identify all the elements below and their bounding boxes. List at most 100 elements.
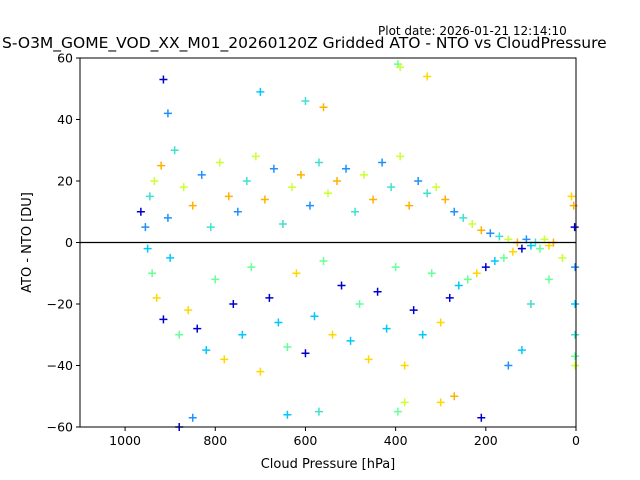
data-point: [490, 256, 499, 265]
data-point: [369, 195, 378, 204]
data-point: [495, 232, 504, 241]
data-point: [378, 158, 387, 167]
data-point: [535, 244, 544, 253]
data-point: [145, 192, 154, 201]
data-point: [508, 247, 517, 256]
data-point: [423, 189, 432, 198]
data-point: [423, 72, 432, 81]
data-point: [517, 346, 526, 355]
data-point: [391, 263, 400, 272]
data-point: [247, 263, 256, 272]
data-point: [450, 207, 459, 216]
data-point: [287, 183, 296, 192]
data-point: [319, 103, 328, 112]
data-point: [305, 201, 314, 210]
x-axis-label: Cloud Pressure [hPa]: [261, 457, 396, 472]
data-point: [166, 253, 175, 262]
data-point: [571, 300, 580, 308]
y-tick-label: 20: [57, 174, 73, 189]
data-point: [346, 336, 355, 345]
data-point: [215, 158, 224, 167]
data-point: [197, 170, 206, 179]
data-point: [571, 361, 580, 370]
data-point: [393, 407, 402, 416]
data-point: [296, 170, 305, 179]
data-point: [364, 355, 373, 364]
data-point: [571, 330, 580, 339]
data-point: [396, 63, 405, 72]
data-point: [405, 201, 414, 210]
data-point: [569, 201, 578, 210]
data-point: [517, 244, 526, 253]
data-point: [152, 293, 161, 302]
data-point: [571, 352, 580, 361]
data-point: [567, 192, 576, 201]
data-point: [324, 189, 332, 198]
data-point: [472, 269, 481, 278]
x-tick-label: 200: [474, 433, 498, 448]
y-tick-label: −20: [47, 297, 73, 312]
data-point: [396, 152, 405, 161]
data-point: [400, 361, 409, 370]
chart-title: S-O3M_GOME_VOD_XX_M01_20260120Z Gridded …: [2, 34, 607, 52]
x-tick-label: 600: [294, 433, 318, 448]
data-point: [229, 300, 238, 308]
x-tick-label: 800: [203, 433, 227, 448]
data-point: [159, 315, 168, 324]
data-point: [450, 392, 459, 401]
data-point: [159, 75, 168, 84]
data-point: [163, 213, 172, 222]
data-point: [526, 300, 535, 308]
data-point: [436, 398, 445, 407]
data-point: [342, 164, 351, 173]
data-point: [477, 226, 486, 235]
data-point: [486, 229, 495, 238]
data-point: [314, 158, 323, 167]
data-point: [148, 269, 157, 278]
x-axis-ticks: 1000 800 600 400 200 0: [109, 427, 580, 448]
data-point: [570, 223, 579, 232]
data-point: [319, 256, 328, 265]
data-point: [499, 253, 508, 262]
y-axis-label: ATO - NTO [DU]: [20, 192, 35, 293]
data-point: [373, 287, 382, 296]
data-point: [360, 170, 369, 179]
y-tick-label: −40: [47, 358, 73, 373]
data-point: [310, 312, 319, 321]
data-point: [477, 413, 486, 422]
data-point: [436, 318, 445, 327]
data-point: [163, 109, 172, 118]
data-point: [427, 269, 436, 278]
data-point: [256, 87, 265, 96]
data-point: [481, 263, 490, 272]
data-point: [220, 355, 229, 364]
x-tick-label: 400: [384, 433, 408, 448]
data-point: [170, 146, 179, 155]
data-point: [301, 349, 310, 358]
data-point: [269, 164, 278, 173]
data-point: [382, 324, 391, 333]
data-point: [179, 183, 188, 192]
data-point: [274, 318, 283, 327]
data-point: [188, 413, 197, 422]
data-point: [418, 330, 427, 339]
data-point: [441, 195, 450, 204]
data-point: [459, 213, 468, 222]
data-point: [463, 275, 472, 284]
data-point: [188, 201, 197, 210]
data-point: [136, 207, 145, 216]
data-point: [314, 407, 323, 416]
y-tick-label: 60: [57, 51, 73, 66]
data-point: [238, 330, 247, 339]
plot-date: Plot date: 2026-01-21 12:14:10: [378, 24, 567, 38]
data-point: [414, 177, 423, 185]
data-point: [283, 410, 292, 419]
data-point: [468, 220, 477, 229]
data-point: [211, 275, 220, 284]
data-point: [143, 244, 152, 253]
data-point: [400, 398, 409, 407]
data-point: [260, 195, 269, 204]
x-tick-label: 1000: [109, 433, 141, 448]
data-point: [141, 223, 150, 232]
